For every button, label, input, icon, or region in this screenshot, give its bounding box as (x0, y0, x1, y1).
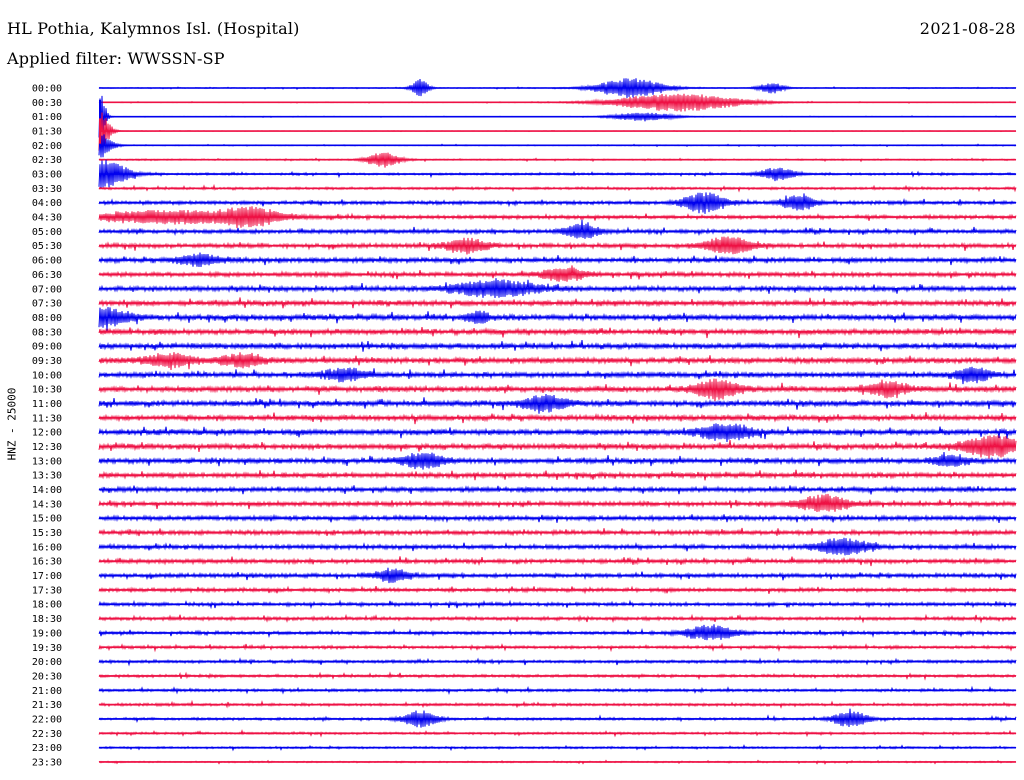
row-time-label: 13:30 (32, 471, 62, 482)
seismic-trace (98, 265, 1017, 282)
row-time-label: 03:30 (32, 184, 62, 195)
row-time-label: 19:30 (32, 643, 62, 654)
seismic-trace (98, 327, 1017, 339)
row-time-label: 09:00 (32, 342, 62, 353)
row-time-label: 08:00 (32, 313, 62, 324)
row-time-label: 13:00 (32, 456, 62, 467)
row-time-label: 07:30 (32, 299, 62, 310)
row-time-label: 17:30 (32, 585, 62, 596)
row-time-label: 10:00 (32, 370, 62, 381)
row-time-label: 10:30 (32, 385, 62, 396)
row-time-label: 01:30 (32, 127, 62, 138)
row-time-label: 23:30 (32, 757, 62, 768)
row-time-label: 11:00 (32, 399, 62, 410)
row-time-label: 02:00 (32, 141, 62, 152)
row-time-label: 07:00 (32, 284, 62, 295)
row-time-label: 18:00 (32, 600, 62, 611)
seismic-trace (98, 278, 1017, 298)
row-time-label: 01:00 (32, 112, 62, 123)
row-time-label: 16:30 (32, 557, 62, 568)
row-time-label: 20:00 (32, 657, 62, 668)
row-time-label: 22:30 (32, 729, 62, 740)
date-label: 2021-08-28 (919, 19, 1016, 38)
row-time-label: 05:00 (32, 227, 62, 238)
row-time-label: 21:30 (32, 700, 62, 711)
row-time-label: 12:00 (32, 428, 62, 439)
row-time-label: 05:30 (32, 241, 62, 252)
row-time-label: 06:30 (32, 270, 62, 281)
row-time-label: 22:00 (32, 714, 62, 725)
filter-label: Applied filter: WWSSN-SP (7, 49, 225, 68)
row-time-label: 06:00 (32, 256, 62, 267)
row-time-label: 16:00 (32, 542, 62, 553)
row-time-label: 15:30 (32, 528, 62, 539)
row-time-label: 04:00 (32, 198, 62, 209)
row-time-label: 18:30 (32, 614, 62, 625)
row-time-label: 09:30 (32, 356, 62, 367)
row-time-label: 20:30 (32, 671, 62, 682)
row-time-label: 00:30 (32, 98, 62, 109)
row-time-label: 12:30 (32, 442, 62, 453)
seismic-trace (98, 451, 1017, 470)
row-time-label: 03:00 (32, 170, 62, 181)
row-time-label: 15:00 (32, 514, 62, 525)
row-time-label: 00:00 (32, 84, 62, 95)
row-time-label: 19:00 (32, 628, 62, 639)
row-time-label: 11:30 (32, 413, 62, 424)
seismic-trace (98, 307, 1017, 332)
row-time-label: 04:30 (32, 213, 62, 224)
row-time-label: 14:30 (32, 499, 62, 510)
row-time-label: 02:30 (32, 155, 62, 166)
seismic-trace (98, 469, 1017, 481)
seismic-trace (98, 493, 1017, 513)
row-time-label: 21:00 (32, 686, 62, 697)
row-time-label: 14:00 (32, 485, 62, 496)
row-time-label: 23:00 (32, 743, 62, 754)
seismic-trace (98, 708, 1017, 728)
row-time-label: 08:30 (32, 327, 62, 338)
row-time-label: 17:00 (32, 571, 62, 582)
station-title: HL Pothia, Kalymnos Isl. (Hospital) (7, 19, 300, 38)
